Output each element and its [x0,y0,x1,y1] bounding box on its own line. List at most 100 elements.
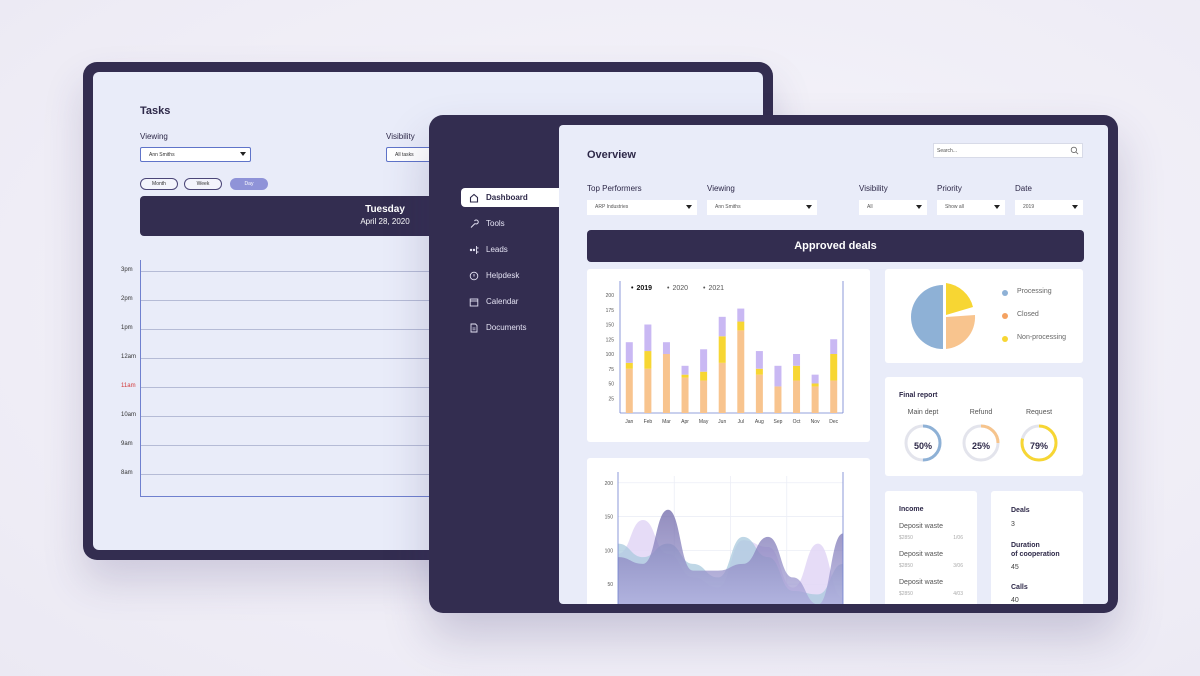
x-tick-label: Mar [662,419,671,425]
legend-closed: Closed [1017,311,1039,318]
chevron-down-icon [916,205,922,209]
day-name: Tuesday [365,204,405,215]
viewing-select[interactable]: Ann Smiths [140,147,251,162]
gauge-label-main-dept: Main dept [907,409,939,416]
legend-dot-non-processing [1002,336,1008,342]
top-performers-select[interactable]: ARP Industries [587,200,697,215]
pie-slice-processing [911,285,943,349]
sidebar-item-label: Helpdesk [486,271,520,280]
area-series [618,509,843,604]
sidebar-item-helpdesk[interactable]: Helpdesk [461,266,559,285]
viewing-label: Viewing [140,132,168,141]
bar-segment [662,354,670,413]
x-tick-label: Feb [644,419,653,425]
visibility-select[interactable]: All [859,200,927,215]
priority-select[interactable]: Show all [937,200,1005,215]
home-icon [469,193,479,203]
bar-chart: 25 50 75 100 125 150 175 200 Jan Feb Mar Apr May Jun J… [606,281,844,425]
day-date: April 28, 2020 [360,217,410,226]
income-date: 1/06 [953,535,963,541]
hour-label: 9am [121,441,133,447]
deals-value: 3 [1011,521,1015,528]
income-date: 4/03 [953,591,963,597]
gauge-fill [962,424,1000,462]
y-tick-label: 75 [608,367,614,373]
legend-2020[interactable]: 2020 [667,285,688,292]
sidebar: Dashboard Tools Leads Helpdesk Calendar … [429,115,559,613]
bar-segment [755,351,763,369]
chevron-down-icon [1072,205,1078,209]
search-input[interactable]: Search... [933,143,1083,158]
hour-line [141,329,441,330]
y-tick-label: 175 [606,308,615,314]
bar-segment [700,349,708,372]
deals-card: Deals 3 Duration of cooperation 45 Calls… [991,491,1083,604]
top-performers-label: Top Performers [587,184,642,193]
bar-segment [755,368,763,375]
bar-segment [718,336,726,363]
x-tick-label: Jan [625,419,633,425]
sidebar-item-tools[interactable]: Tools [461,214,559,233]
gauge-fill [904,424,942,462]
hour-label: 10am [121,412,137,418]
legend-processing: Processing [1017,288,1052,295]
bar-segment [811,383,819,387]
sidebar-item-documents[interactable]: Documents [461,318,559,337]
x-tick-label: Nov [811,419,820,425]
tasks-title: Tasks [140,105,171,117]
bar-segment [737,308,745,322]
bar-segment [700,371,708,381]
range-week-button[interactable]: Week [184,178,222,190]
hour-label: 3pm [121,267,133,273]
sidebar-item-calendar[interactable]: Calendar [461,292,559,311]
sidebar-item-leads[interactable]: Leads [461,240,559,259]
range-month-button[interactable]: Month [140,178,178,190]
y-tick-label: 200 [606,293,615,299]
legend-non-processing: Non-processing [1017,334,1067,341]
gauge-request [1020,424,1058,462]
bar-segment [830,380,838,413]
viewing-select[interactable]: Ann Smiths [707,200,817,215]
hour-line [141,387,441,388]
leads-icon [469,245,479,254]
hour-line [141,445,441,446]
viewing-select-value: Ann Smiths [149,152,175,158]
bar-segment [644,368,652,413]
overview-main: Overview Search... Top Performers ARP In… [559,125,1108,604]
bar-segment [625,368,633,413]
legend-2021[interactable]: 2021 [703,285,724,292]
hour-line [141,271,441,272]
sidebar-item-label: Calendar [486,297,519,306]
x-tick-label: Jul [738,419,744,425]
page-title: Overview [587,149,636,161]
date-select[interactable]: 2019 [1015,200,1083,215]
top-performers-value: ARP Industries [595,204,629,210]
x-tick-label: Oct [793,419,801,425]
range-day-button[interactable]: Day [230,178,268,190]
day-banner: Tuesday April 28, 2020 [140,196,440,236]
calls-label: Calls [1011,584,1028,591]
bar-segment [700,380,708,413]
calendar-icon [469,298,479,306]
bar-segment [811,386,819,413]
bar-segment [644,324,652,352]
x-tick-label: Apr [681,419,689,425]
hour-line [141,474,441,475]
hour-line [141,358,441,359]
bar-segment [755,374,763,413]
legend-2019[interactable]: 2019 [631,285,652,292]
y-tick-label: 50 [608,382,614,388]
gauge-fill [1020,424,1058,462]
hour-label: 2pm [121,296,133,302]
bar-segment [830,354,838,381]
y-tick-label: 50 [607,582,613,588]
income-item: Deposit waste [899,551,943,558]
bar-segment [681,374,689,378]
visibility-label: Visibility [859,184,888,193]
gauge-value-refund: 25% [971,441,990,451]
document-icon [470,323,478,332]
sidebar-item-dashboard[interactable]: Dashboard [461,188,559,207]
priority-label: Priority [937,184,962,193]
legend-dot-processing [1002,290,1008,296]
x-tick-label: Aug [755,419,764,425]
